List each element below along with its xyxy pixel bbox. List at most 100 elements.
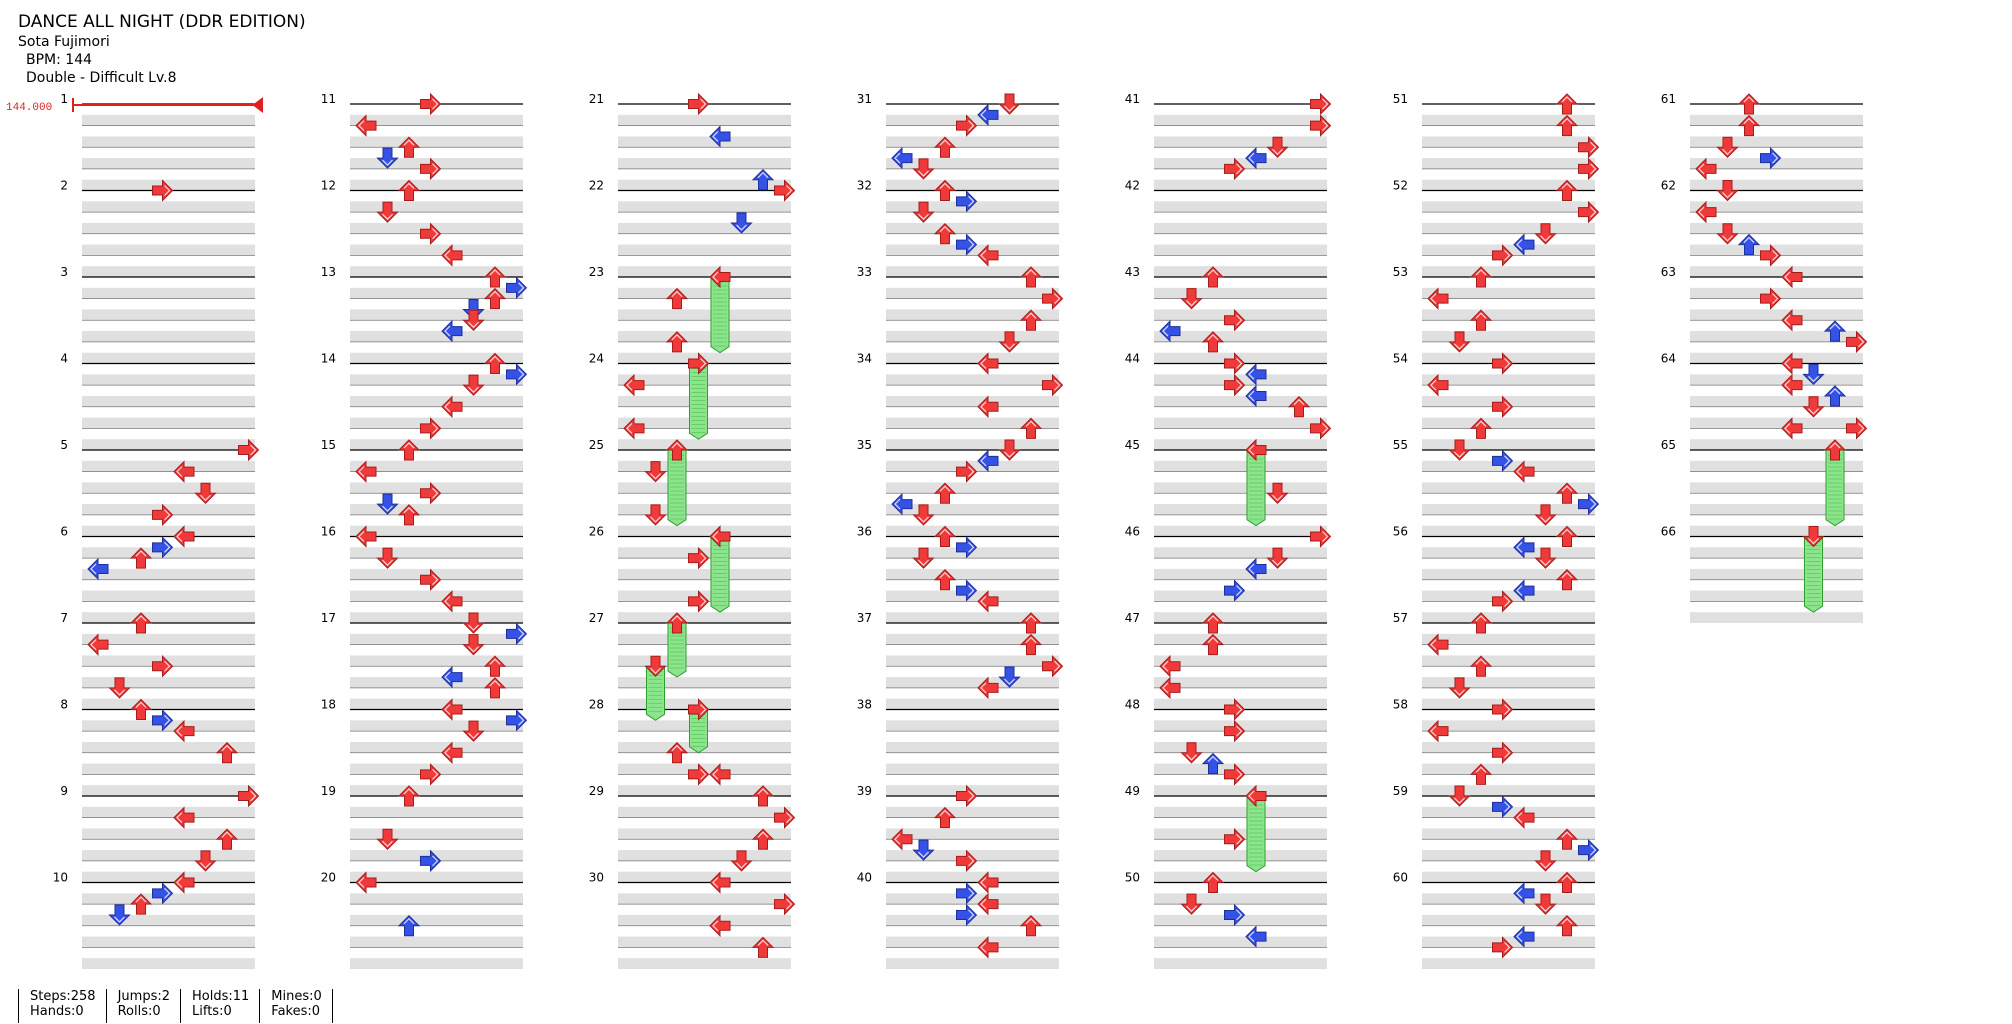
beat-band — [618, 460, 791, 472]
arrow-up-icon — [1202, 634, 1224, 656]
holds-layer — [646, 276, 1845, 873]
arrow-down-icon — [1803, 363, 1824, 385]
measure-number: 18 — [321, 698, 336, 712]
beat-band — [1690, 309, 1863, 321]
beat-band — [82, 763, 255, 775]
beat-band — [618, 936, 791, 948]
arrow-up-icon — [934, 223, 956, 245]
arrow-up-icon — [1202, 266, 1224, 288]
arrow-down-icon — [1535, 547, 1556, 569]
arrow-right-icon — [1760, 147, 1781, 169]
arrow-right-icon — [688, 763, 709, 785]
beat-band — [886, 568, 1059, 580]
measure-number: 50 — [1125, 871, 1140, 885]
measure-number: 45 — [1125, 438, 1140, 452]
arrow-left-icon — [709, 872, 731, 893]
arrow-down-icon — [645, 655, 666, 677]
beat-band — [618, 547, 791, 559]
beat-band — [1154, 720, 1327, 732]
beat-band — [350, 568, 523, 580]
beat-band — [1422, 612, 1595, 623]
measure-number: 27 — [589, 611, 604, 625]
arrow-right-icon — [774, 807, 795, 829]
hold-note — [1825, 449, 1845, 527]
beat-band — [1154, 352, 1327, 364]
arrow-left-icon — [709, 526, 731, 547]
arrow-left-icon — [1695, 201, 1717, 223]
beat-band — [350, 871, 523, 883]
arrow-up-icon — [1470, 655, 1492, 677]
arrow-right-icon — [1310, 93, 1331, 115]
measure-number: 54 — [1393, 352, 1408, 366]
beat-band — [1154, 309, 1327, 321]
arrow-down-icon — [1717, 223, 1738, 245]
arrow-left-icon — [977, 396, 999, 418]
arrow-left-icon — [441, 396, 463, 418]
arrow-right-icon — [1224, 309, 1245, 331]
arrow-left-icon — [709, 915, 731, 937]
beat-band — [350, 828, 523, 840]
arrow-down-icon — [195, 482, 216, 504]
beat-band — [350, 720, 523, 732]
measure-number: 62 — [1661, 179, 1676, 193]
measure-number: 4 — [60, 352, 68, 366]
arrow-up-icon — [666, 288, 688, 310]
measure-number: 25 — [589, 438, 604, 452]
beat-band — [1422, 179, 1595, 191]
arrow-up-icon — [398, 504, 420, 526]
measure-number: 44 — [1125, 352, 1140, 366]
beat-band — [1422, 547, 1595, 559]
measure-32: 32 — [857, 179, 1059, 277]
arrow-up-icon — [1556, 115, 1578, 137]
arrow-left-icon — [355, 115, 377, 137]
arrow-right-icon — [1492, 590, 1513, 612]
beat-band — [1154, 850, 1327, 861]
beat-band — [350, 612, 523, 623]
beat-band — [82, 936, 255, 948]
beat-band — [1690, 222, 1863, 234]
arrow-up-icon — [484, 266, 506, 288]
arrow-down-icon — [645, 461, 666, 483]
stat-value: Holds:11 — [192, 989, 250, 1004]
beat-band — [1690, 287, 1863, 299]
beat-band — [350, 158, 523, 169]
measure-30: 30 — [589, 871, 791, 969]
arrow-down-icon — [913, 547, 934, 569]
arrow-left-icon — [1159, 320, 1181, 342]
beat-band — [1422, 850, 1595, 861]
measure-10: 10 — [53, 871, 255, 969]
arrow-up-icon — [398, 915, 420, 937]
arrow-up-icon — [1556, 872, 1578, 893]
arrow-down-icon — [1535, 893, 1556, 915]
arrow-right-icon — [420, 417, 441, 439]
measure-25: 25 — [589, 438, 791, 537]
beat-band — [1154, 741, 1327, 753]
arrow-down-icon — [1449, 785, 1470, 807]
arrow-right-icon — [956, 882, 977, 904]
arrow-left-icon — [355, 461, 377, 483]
beat-band — [618, 677, 791, 688]
arrow-right-icon — [688, 699, 709, 720]
arrow-up-icon — [130, 893, 152, 915]
arrow-left-icon — [173, 720, 195, 742]
beat-band — [886, 590, 1059, 602]
measure-9: 9 — [60, 784, 255, 883]
measure-number: 16 — [321, 525, 336, 539]
arrow-up-icon — [934, 482, 956, 504]
beat-band — [1154, 374, 1327, 386]
measure-number: 23 — [589, 265, 604, 279]
beat-band — [82, 698, 255, 710]
measure-number: 26 — [589, 525, 604, 539]
arrow-left-icon — [441, 320, 463, 342]
beat-band — [618, 633, 791, 645]
measure-31: 31 — [857, 92, 1059, 191]
arrow-down-icon — [1803, 396, 1824, 418]
beat-band — [618, 309, 791, 321]
beat-band — [886, 698, 1059, 710]
arrow-down-icon — [1267, 482, 1288, 504]
beat-band — [1154, 547, 1327, 559]
beat-band — [350, 504, 523, 515]
beat-band — [1154, 331, 1327, 342]
arrow-up-icon — [752, 169, 774, 191]
arrow-right-icon — [420, 158, 441, 180]
